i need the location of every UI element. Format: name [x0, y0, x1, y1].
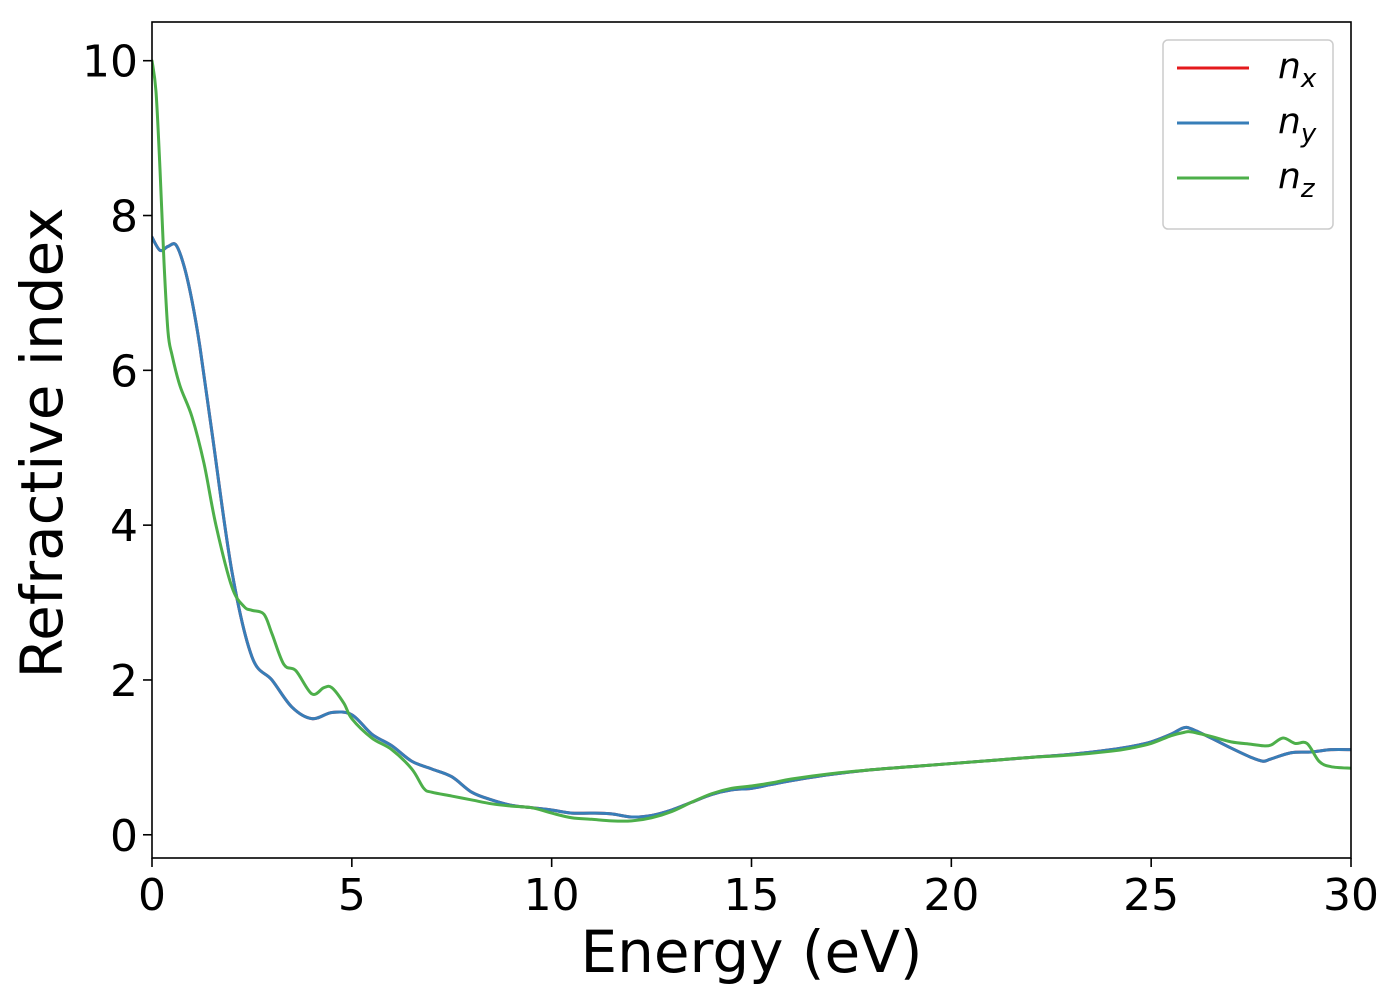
- y-tick-label: 2: [110, 656, 138, 707]
- x-tick-label: 30: [1323, 870, 1379, 921]
- x-tick-label: 15: [724, 870, 780, 921]
- legend-box: [1162, 39, 1334, 230]
- legend: nx ny nz: [1162, 39, 1334, 230]
- y-tick-label: 6: [110, 346, 138, 397]
- y-tick-label: 0: [110, 811, 138, 862]
- legend-label: nx: [1278, 46, 1317, 94]
- y-tick-label: 10: [82, 37, 138, 88]
- legend-item-n-x: nx: [1177, 46, 1317, 94]
- series-line-n-z: [152, 59, 1351, 823]
- legend-label: ny: [1278, 101, 1317, 149]
- series-line-n-x: [152, 235, 1351, 819]
- legend-label: nz: [1278, 156, 1316, 204]
- x-axis-label: Energy (eV): [580, 918, 922, 986]
- y-axis-ticks: 0 2 4 6 8 10: [82, 37, 152, 862]
- y-tick-label: 8: [110, 192, 138, 243]
- series-line-n-y: [152, 235, 1351, 819]
- series-layer: [152, 59, 1351, 823]
- y-axis-label: Refractive index: [8, 207, 76, 678]
- legend-item-n-z: nz: [1177, 156, 1316, 204]
- x-axis-ticks: 0 5 10 15 20 25 30: [138, 858, 1379, 921]
- x-tick-label: 25: [1123, 870, 1179, 921]
- x-tick-label: 20: [923, 870, 979, 921]
- x-tick-label: 0: [138, 870, 166, 921]
- x-tick-label: 10: [524, 870, 580, 921]
- x-tick-label: 5: [338, 870, 366, 921]
- legend-item-n-y: ny: [1177, 101, 1317, 149]
- y-tick-label: 4: [110, 501, 138, 552]
